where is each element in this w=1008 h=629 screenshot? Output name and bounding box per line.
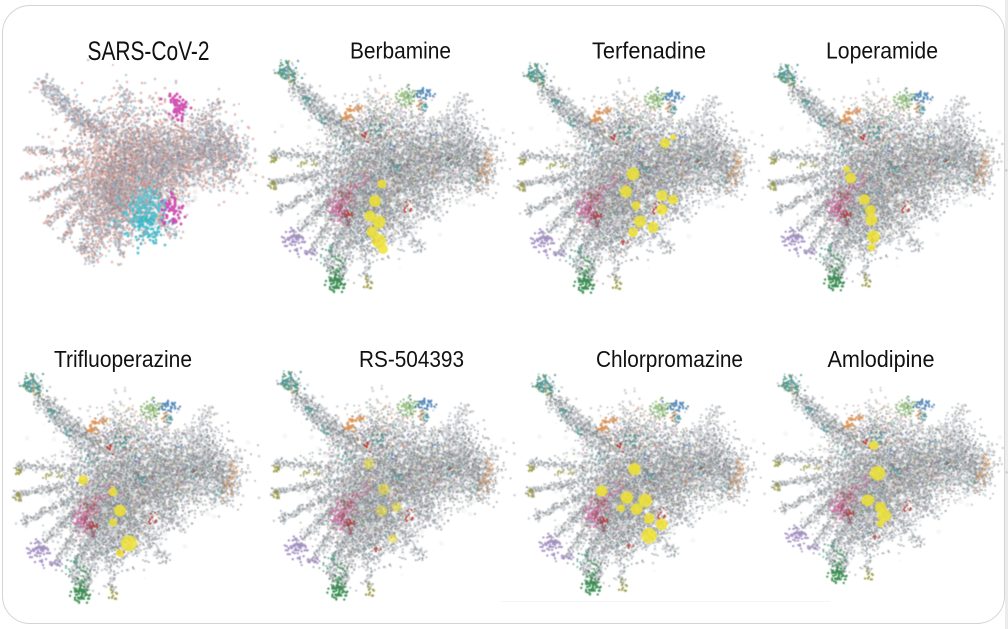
svg-text:Trifluoperazine: Trifluoperazine: [54, 346, 192, 372]
svg-text:Terfenadine: Terfenadine: [592, 38, 706, 64]
svg-text:Berbamine: Berbamine: [350, 38, 451, 64]
svg-text:Amlodipine: Amlodipine: [828, 346, 935, 372]
svg-text:SARS-CoV-2: SARS-CoV-2: [88, 36, 210, 66]
svg-text:Chlorpromazine: Chlorpromazine: [596, 346, 743, 372]
svg-text:Loperamide: Loperamide: [826, 38, 938, 64]
svg-text:RS-504393: RS-504393: [359, 346, 464, 372]
